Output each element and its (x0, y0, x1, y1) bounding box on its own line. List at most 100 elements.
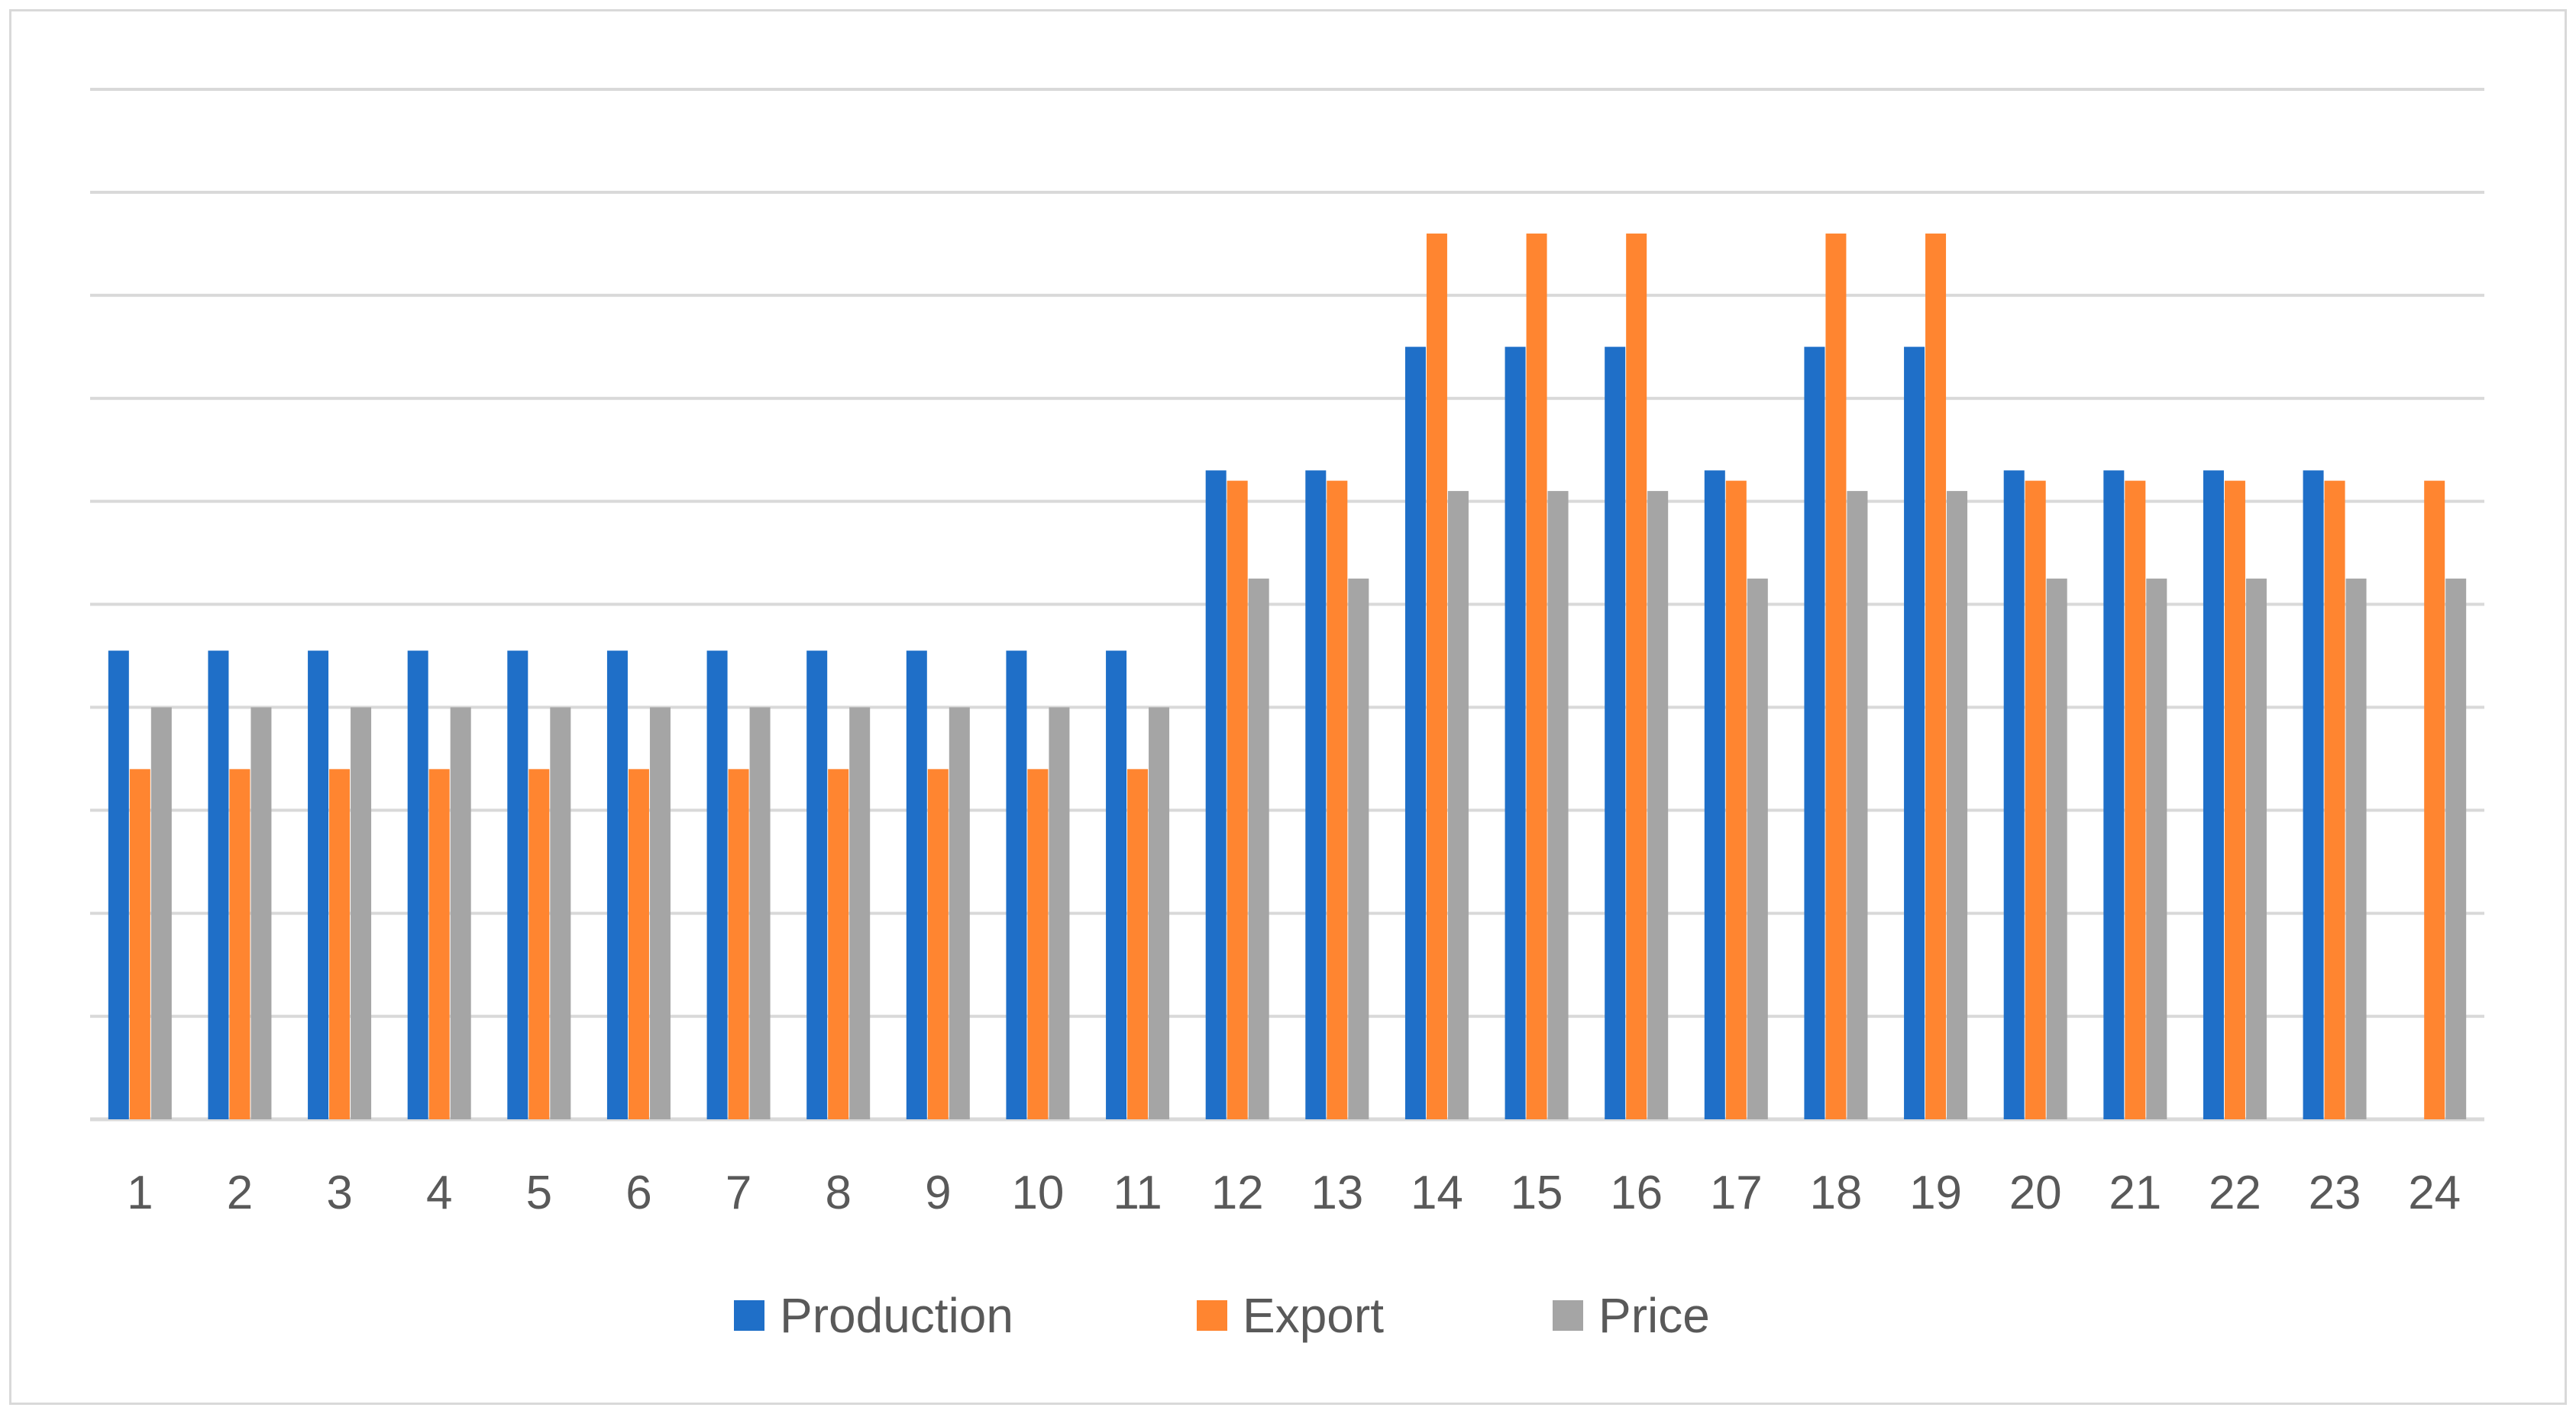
price-swatch (1553, 1300, 1583, 1331)
bar-export-3 (329, 769, 351, 1119)
bar-export-24 (2424, 480, 2445, 1119)
bar-export-12 (1227, 480, 1248, 1119)
bar-export-13 (1327, 480, 1348, 1119)
bar-production-2 (208, 651, 229, 1119)
bar-export-18 (1825, 233, 1847, 1119)
bar-price-16 (1647, 491, 1669, 1119)
x-tick-label-13: 13 (1311, 1167, 1363, 1219)
bar-price-20 (2046, 578, 2067, 1119)
gridlines (90, 88, 2484, 1122)
x-tick-label-16: 16 (1610, 1167, 1663, 1219)
bar-production-22 (2203, 470, 2224, 1119)
bar-export-19 (1925, 233, 1947, 1119)
bar-production-20 (2003, 470, 2025, 1119)
x-tick-label-8: 8 (825, 1167, 851, 1219)
bar-production-13 (1305, 470, 1327, 1119)
x-tick-labels: 1 2 3 4 5 6 7 8 9 10 11 12 13 14 15 16 17 18 19 20 21 22 23 24 (127, 1167, 2461, 1219)
bar-price-22 (2245, 578, 2267, 1119)
bar-export-16 (1626, 233, 1647, 1119)
legend-label-price: Price (1598, 1288, 1710, 1343)
production-swatch (734, 1300, 764, 1331)
x-tick-label-7: 7 (726, 1167, 751, 1219)
bar-production-1 (108, 651, 129, 1119)
bar-export-20 (2025, 480, 2046, 1119)
bar-price-13 (1348, 578, 1369, 1119)
bar-export-8 (828, 769, 849, 1119)
legend-item-export: Export (1197, 1285, 1384, 1346)
x-tick-label-21: 21 (2109, 1167, 2161, 1219)
x-tick-label-14: 14 (1411, 1167, 1463, 1219)
bar-export-17 (1725, 480, 1747, 1119)
x-tick-label-6: 6 (625, 1167, 651, 1219)
bar-export-1 (129, 769, 150, 1119)
x-tick-label-24: 24 (2408, 1167, 2461, 1219)
bar-price-15 (1547, 491, 1569, 1119)
bar-price-24 (2445, 578, 2467, 1119)
bar-price-3 (351, 707, 372, 1119)
x-tick-label-20: 20 (2009, 1167, 2062, 1219)
bar-export-5 (528, 769, 550, 1119)
legend-label-export: Export (1243, 1288, 1384, 1343)
x-tick-label-3: 3 (326, 1167, 352, 1219)
bar-price-19 (1947, 491, 1968, 1119)
legend-item-price: Price (1553, 1285, 1710, 1346)
bar-production-4 (407, 651, 428, 1119)
bar-price-1 (150, 707, 172, 1119)
x-tick-label-22: 22 (2209, 1167, 2261, 1219)
bar-production-7 (706, 651, 728, 1119)
bar-price-4 (450, 707, 471, 1119)
bar-production-10 (1006, 651, 1027, 1119)
bar-export-2 (229, 769, 250, 1119)
bar-price-2 (250, 707, 272, 1119)
bar-export-6 (628, 769, 649, 1119)
bar-price-14 (1447, 491, 1469, 1119)
bar-price-23 (2345, 578, 2367, 1119)
bar-price-11 (1149, 707, 1170, 1119)
bar-production-14 (1404, 347, 1426, 1119)
bar-price-12 (1248, 578, 1269, 1119)
x-tick-label-23: 23 (2309, 1167, 2361, 1219)
bar-export-23 (2324, 480, 2345, 1119)
legend-label-production: Production (780, 1288, 1013, 1343)
bar-production-19 (1904, 347, 1925, 1119)
bar-price-21 (2146, 578, 2167, 1119)
legend-item-production: Production (734, 1285, 1013, 1346)
x-tick-label-11: 11 (1113, 1167, 1162, 1219)
bar-production-12 (1205, 470, 1227, 1119)
bar-production-6 (606, 651, 628, 1119)
chart-frame: 1 2 3 4 5 6 7 8 9 10 11 12 13 14 15 16 17 18 19 20 21 22 23 24 … (9, 9, 2567, 1405)
bar-production-17 (1704, 470, 1725, 1119)
bar-export-10 (1027, 769, 1049, 1119)
x-tick-label-15: 15 (1511, 1167, 1563, 1219)
bar-production-5 (507, 651, 528, 1119)
x-tick-label-5: 5 (526, 1167, 552, 1219)
bar-export-22 (2224, 480, 2245, 1119)
bar-export-15 (1526, 233, 1547, 1119)
x-tick-label-4: 4 (426, 1167, 452, 1219)
export-swatch (1197, 1300, 1227, 1331)
bar-price-6 (649, 707, 671, 1119)
x-tick-label-19: 19 (1909, 1167, 1962, 1219)
bar-production-16 (1605, 347, 1626, 1119)
x-tick-label-18: 18 (1809, 1167, 1862, 1219)
x-tick-label-17: 17 (1710, 1167, 1763, 1219)
bar-price-8 (849, 707, 871, 1119)
bar-export-11 (1127, 769, 1149, 1119)
bar-production-18 (1804, 347, 1825, 1119)
bar-price-10 (1049, 707, 1070, 1119)
x-tick-label-10: 10 (1011, 1167, 1064, 1219)
x-tick-label-1: 1 (127, 1167, 153, 1219)
bar-production-15 (1505, 347, 1526, 1119)
x-tick-label-12: 12 (1211, 1167, 1264, 1219)
bar-production-21 (2103, 470, 2125, 1119)
bar-export-9 (927, 769, 949, 1119)
bar-export-7 (728, 769, 749, 1119)
bar-production-8 (806, 651, 828, 1119)
bar-price-5 (550, 707, 571, 1119)
bar-production-11 (1106, 651, 1127, 1119)
bars (108, 233, 2467, 1119)
bar-chart: 1 2 3 4 5 6 7 8 9 10 11 12 13 14 15 16 17 18 19 20 21 22 23 24 (90, 88, 2484, 1219)
bar-price-7 (749, 707, 771, 1119)
x-tick-label-2: 2 (227, 1167, 253, 1219)
bar-price-18 (1847, 491, 1868, 1119)
